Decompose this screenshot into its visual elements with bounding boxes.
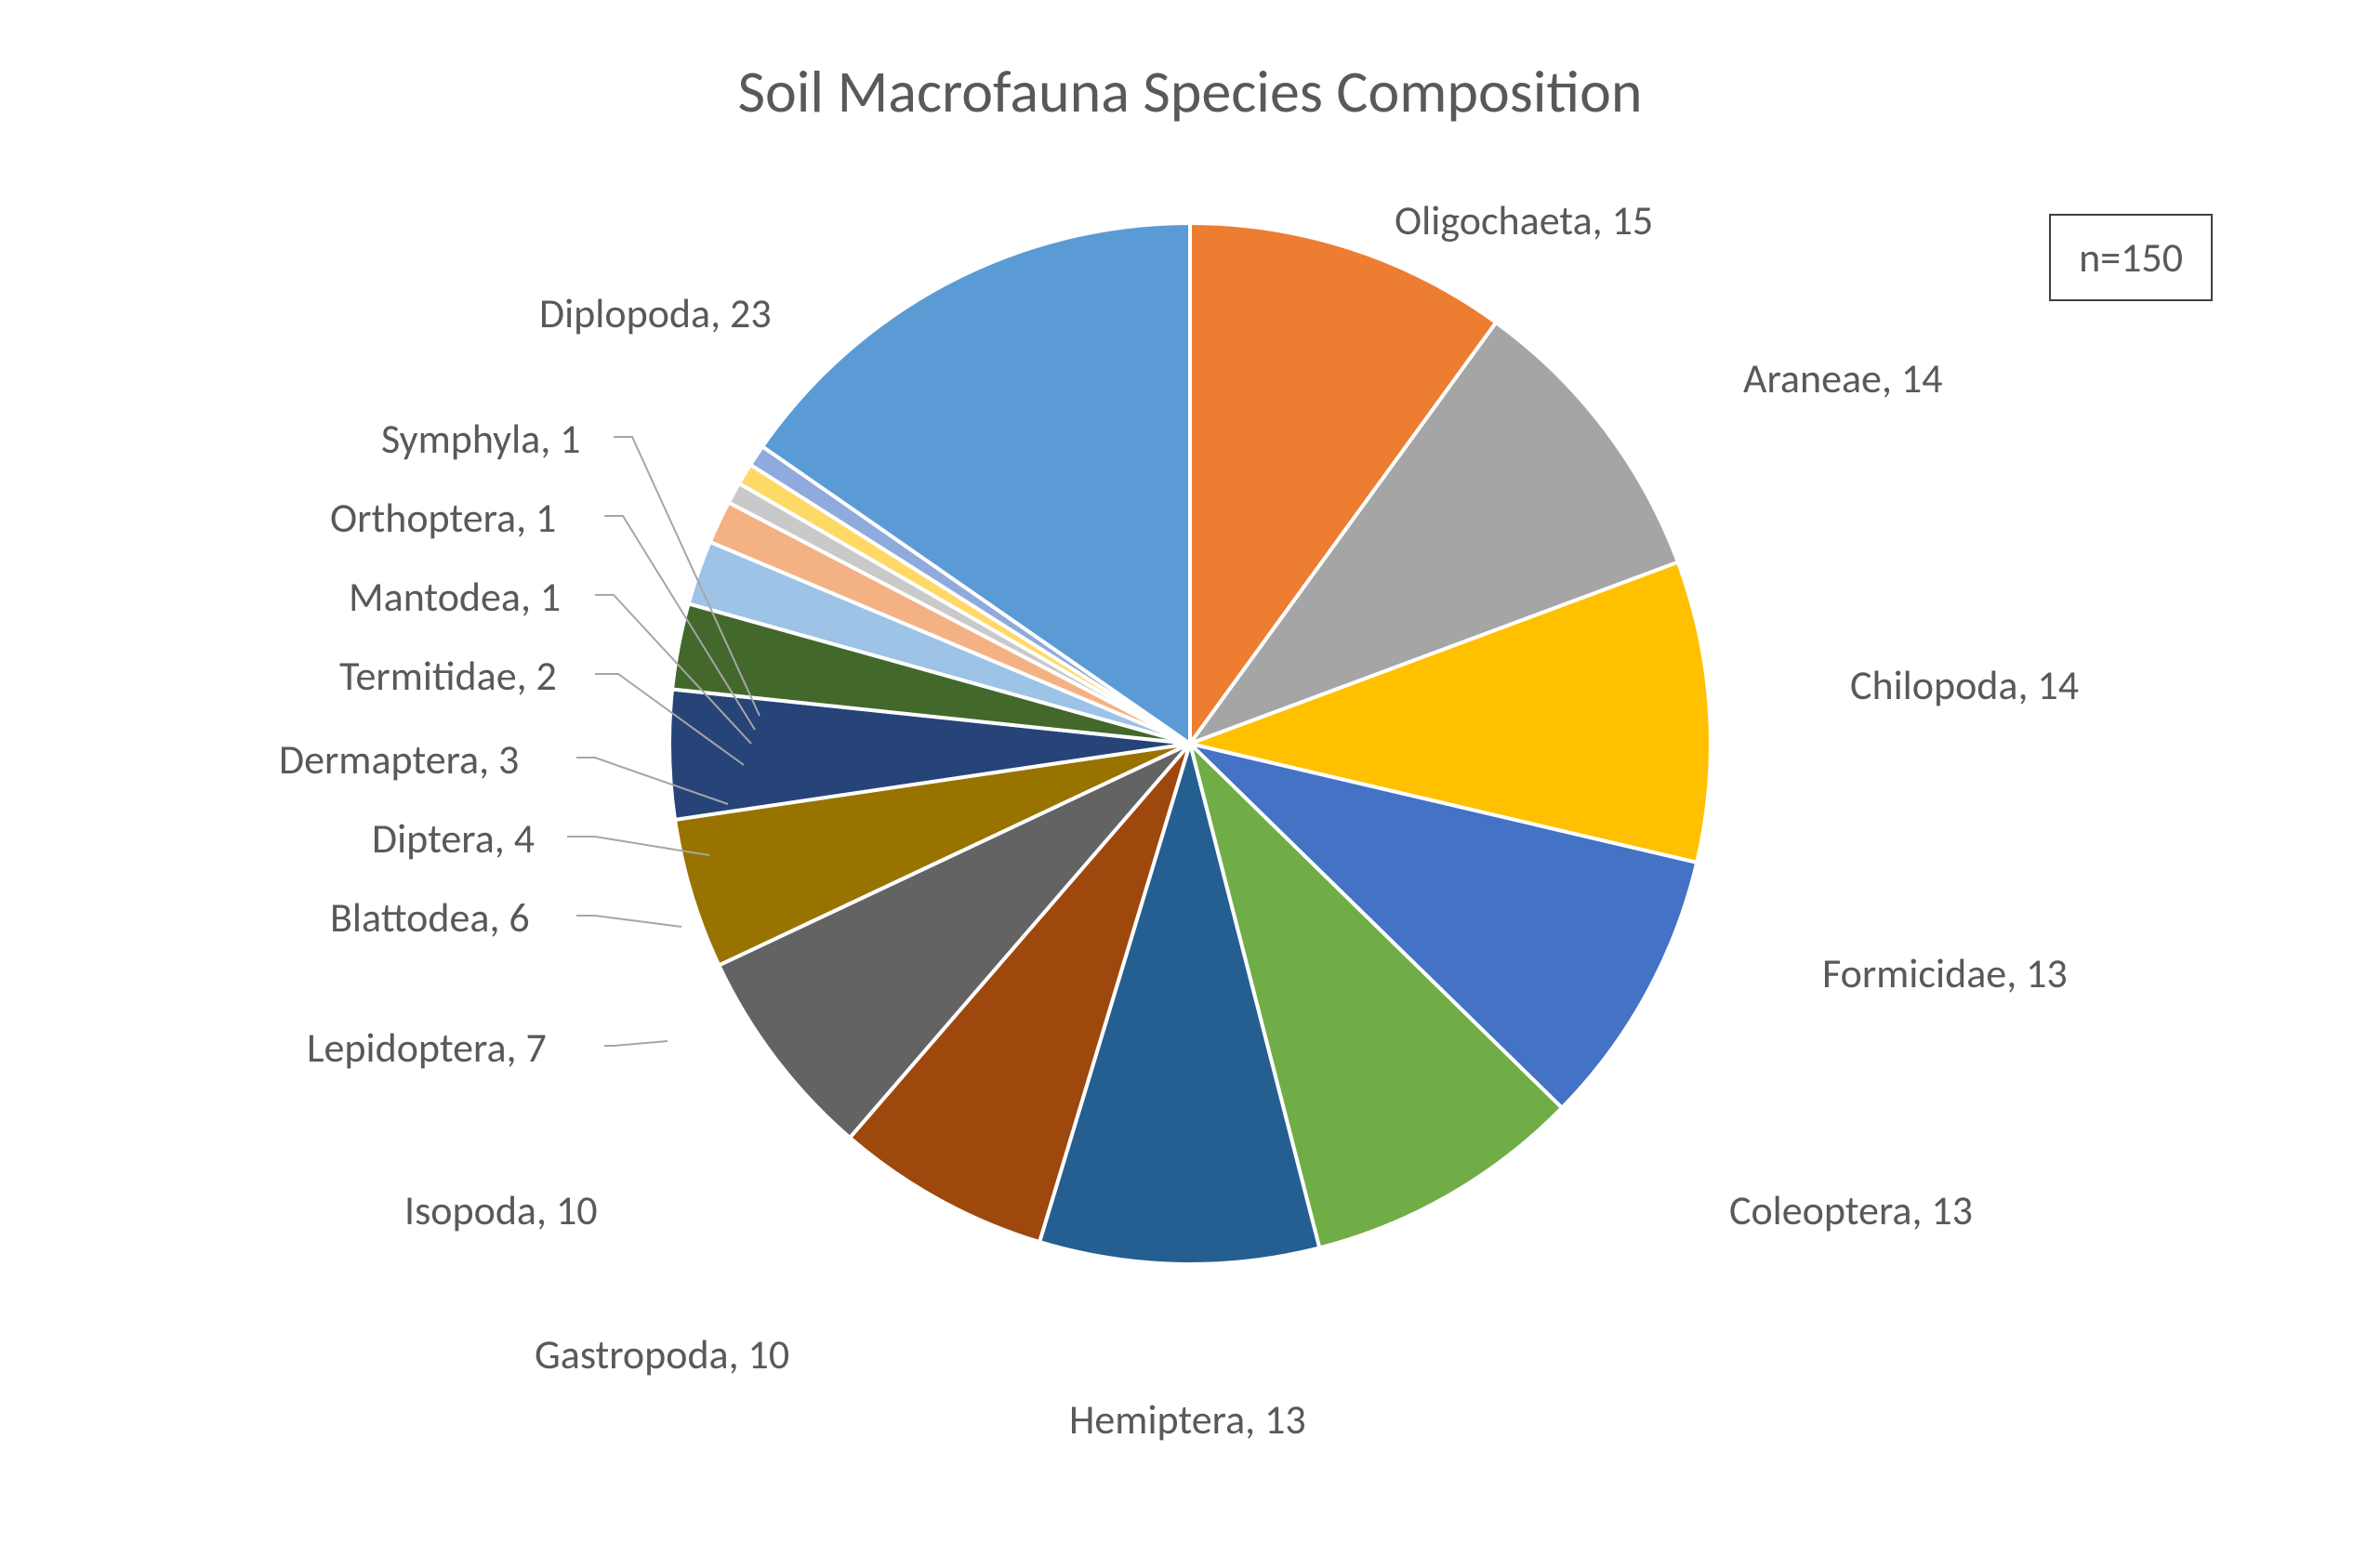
slice-label-blattodea: Blattodea, 6: [330, 892, 530, 943]
slice-label-oligochaeta: Oligochaeta, 15: [1395, 195, 1653, 245]
slice-label-diptera: Diptera, 4: [372, 813, 535, 864]
slice-label-lepidoptera: Lepidoptera, 7: [307, 1023, 547, 1073]
slice-label-termitidae: Termitidae, 2: [339, 651, 557, 701]
slice-label-coleoptera: Coleoptera, 13: [1729, 1185, 1973, 1235]
leader-line-orthoptera: [604, 516, 755, 730]
chart-container: Soil Macrofauna Species Composition n=15…: [0, 0, 2380, 1544]
leader-line-termitidae: [595, 674, 744, 765]
leader-line-dermaptera: [576, 758, 728, 804]
leader-line-diptera: [567, 837, 709, 855]
slice-label-diplopoda: Diplopoda, 23: [539, 288, 772, 338]
slice-label-hemiptera: Hemiptera, 13: [1069, 1394, 1306, 1445]
slice-label-mantodea: Mantodea, 1: [349, 572, 561, 622]
slice-label-dermaptera: Dermaptera, 3: [279, 734, 519, 785]
slice-label-symphyla: Symphyla, 1: [381, 414, 580, 464]
slice-label-isopoda: Isopoda, 10: [404, 1185, 598, 1235]
slice-label-chilopoda: Chilopoda, 14: [1850, 660, 2079, 710]
leader-line-lepidoptera: [604, 1041, 668, 1046]
leader-line-mantodea: [595, 595, 751, 744]
slice-label-formicidae: Formicidae, 13: [1822, 948, 2068, 998]
slice-label-gastropoda: Gastropoda, 10: [535, 1329, 789, 1379]
slice-label-orthoptera: Orthoptera, 1: [330, 493, 556, 543]
slice-label-araneae: Araneae, 14: [1743, 353, 1942, 403]
leader-line-blattodea: [576, 916, 681, 927]
